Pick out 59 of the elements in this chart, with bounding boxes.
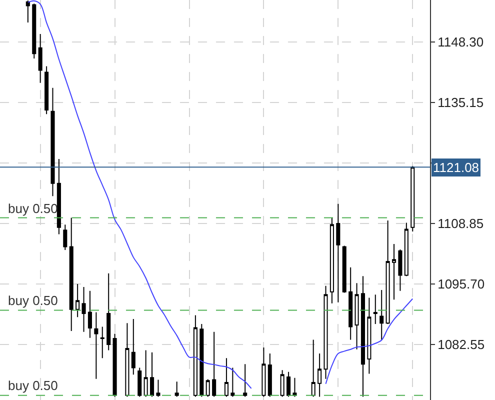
candlestick: [138, 367, 142, 398]
candlestick: [311, 339, 316, 398]
candlestick: [150, 352, 154, 398]
ref-line-label: 1121.08: [433, 160, 480, 175]
candlestick: [292, 377, 297, 398]
candlestick: [88, 290, 92, 338]
candlestick: [50, 87, 55, 197]
candlestick: [268, 353, 272, 398]
candlestick: [224, 358, 228, 398]
y-tick-label: 1095.70: [438, 276, 485, 292]
candlestick: [262, 347, 266, 398]
y-tick-label: 1135.15: [438, 94, 484, 110]
ref-line-label: buy 0.50: [8, 293, 58, 308]
candlestick: [94, 312, 98, 380]
candlestick: [193, 314, 198, 398]
candlestick: [125, 322, 130, 398]
candlestick: [392, 243, 396, 300]
candlestick: [336, 203, 340, 303]
candlestick: [131, 318, 136, 376]
candlestick: [156, 379, 160, 398]
candlestick: [32, 3, 36, 59]
candlestick: [100, 326, 104, 359]
candlestick: [212, 331, 216, 398]
candlestick: [286, 371, 291, 398]
candlestick: [206, 378, 210, 398]
y-tick-label: 1108.85: [438, 216, 484, 232]
candlestick: [38, 34, 42, 84]
ref-line-label: buy 0.50: [8, 378, 58, 393]
candlestick: [367, 297, 372, 374]
candlestick: [76, 284, 80, 318]
candlestick: [342, 245, 346, 294]
candlestick: [373, 294, 378, 325]
y-tick-label: 1148.30: [438, 34, 484, 50]
candlestick: [280, 370, 284, 398]
y-tick-label: 1082.55: [438, 337, 485, 352]
candlestick: [318, 353, 322, 398]
candlestick: [243, 364, 248, 398]
candlestick: [69, 217, 74, 332]
candlestick: [26, 0, 30, 24]
candlestick: [112, 333, 117, 398]
candlestick: [380, 289, 384, 340]
candlestick: [324, 285, 328, 380]
candlestick: [398, 248, 402, 292]
candlestick: [354, 282, 359, 350]
candlestick: [410, 166, 415, 232]
candlestick: [386, 220, 390, 325]
candlestick: [404, 222, 408, 277]
candlestick: [144, 350, 148, 398]
candlestick: [56, 158, 61, 235]
candlestick: [63, 224, 68, 250]
candlestick: [44, 66, 49, 115]
candlestick: [200, 324, 204, 398]
candlestick: [106, 272, 111, 351]
candlestick: [330, 217, 334, 304]
candlestick: [82, 286, 86, 332]
candlestick: [348, 266, 353, 340]
candlestick: [360, 276, 366, 398]
candlestick: [230, 367, 235, 398]
candlestick: [174, 381, 179, 398]
